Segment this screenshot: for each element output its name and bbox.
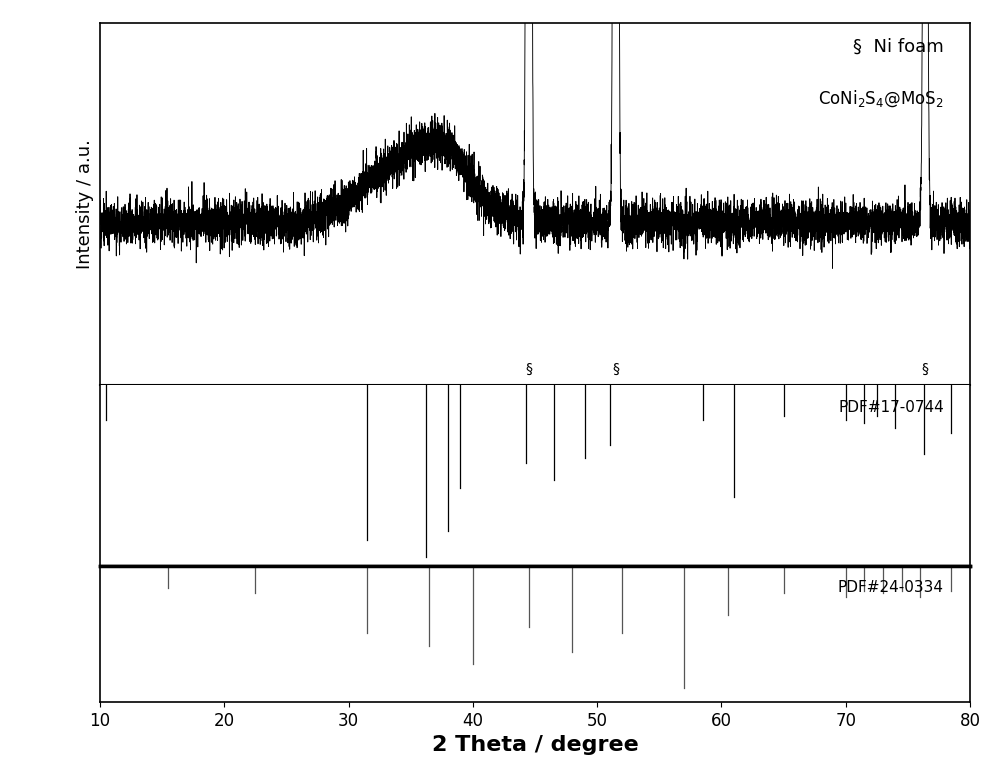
Y-axis label: Intensity / a.u.: Intensity / a.u. <box>76 140 94 269</box>
Text: §  Ni foam: § Ni foam <box>853 38 944 56</box>
Text: §: § <box>922 362 929 376</box>
Text: PDF#24-0334: PDF#24-0334 <box>838 580 944 595</box>
X-axis label: 2 Theta / degree: 2 Theta / degree <box>432 736 638 755</box>
Text: §: § <box>612 362 619 376</box>
Text: §: § <box>525 362 532 376</box>
Text: CoNi$_2$S$_4$@MoS$_2$: CoNi$_2$S$_4$@MoS$_2$ <box>818 89 944 109</box>
Text: PDF#17-0744: PDF#17-0744 <box>838 400 944 415</box>
